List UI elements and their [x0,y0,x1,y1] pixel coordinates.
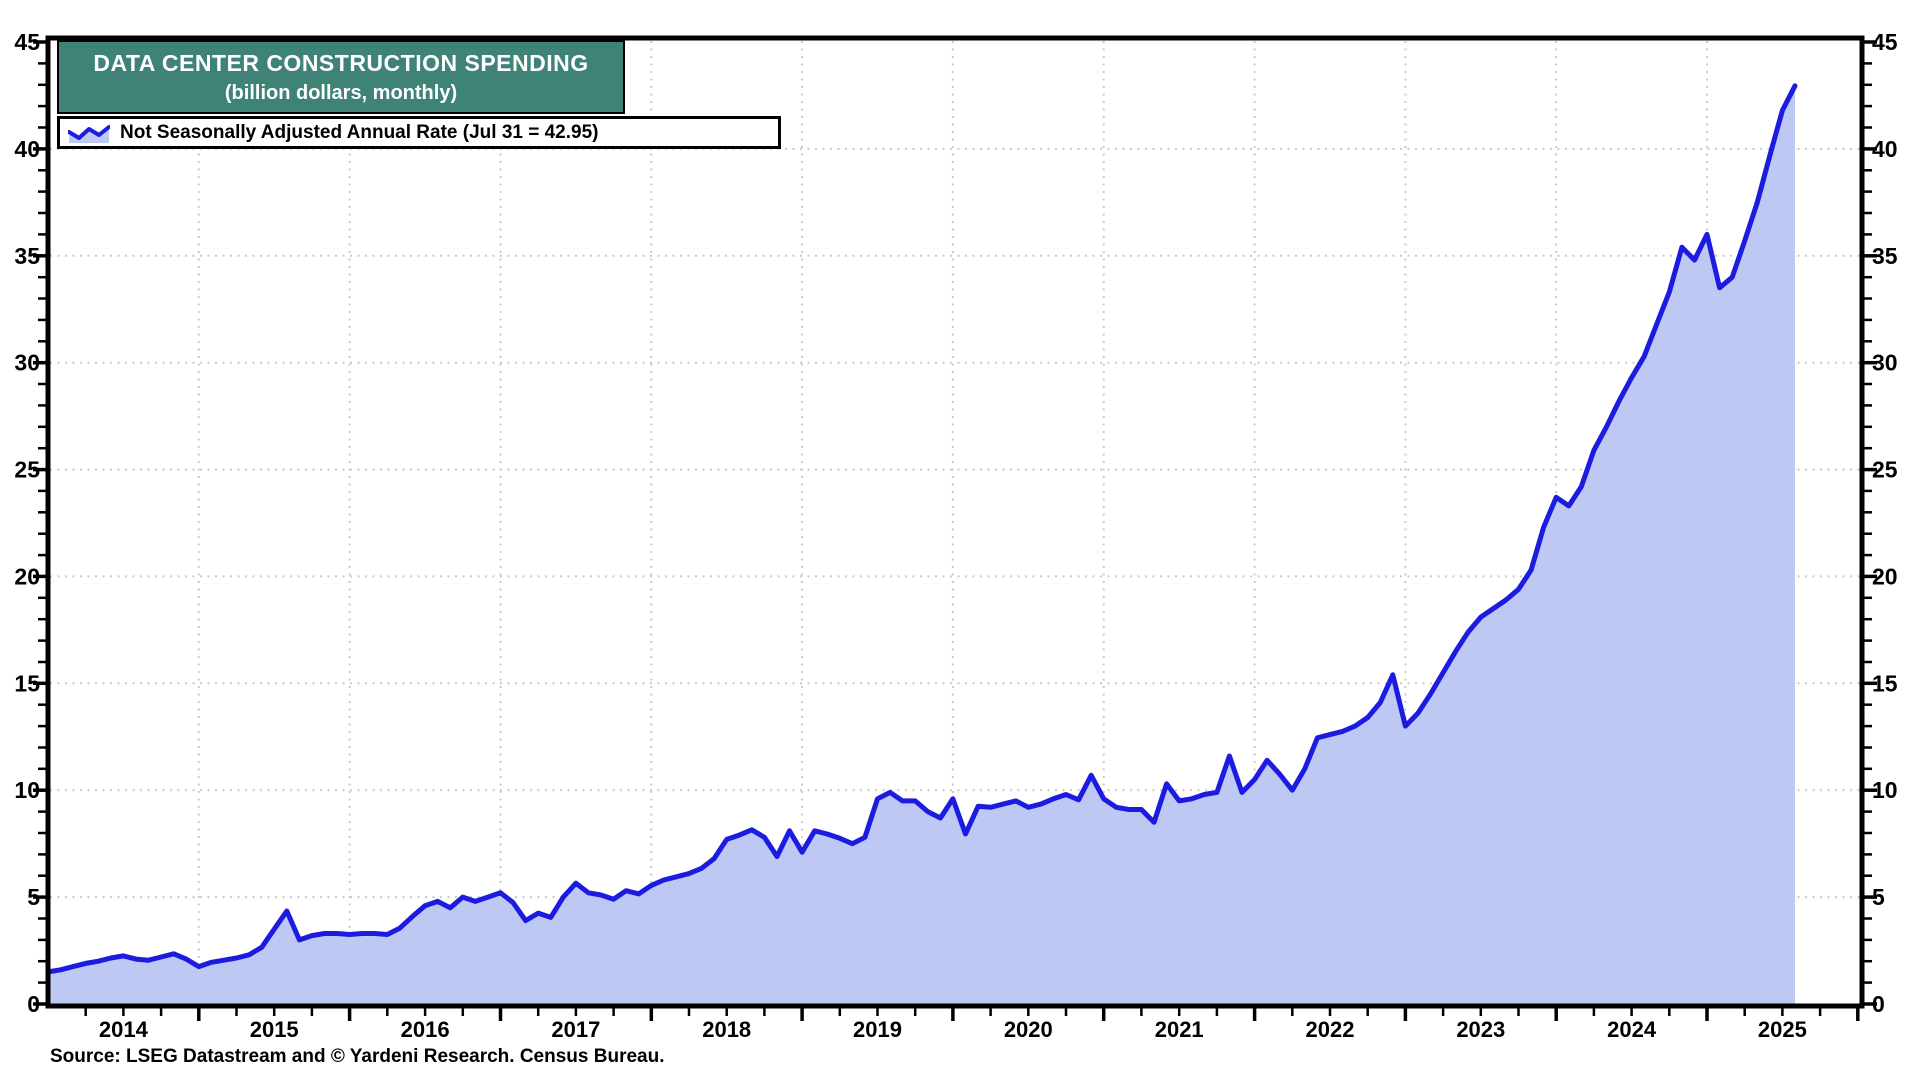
x-axis-year-label: 2018 [702,1017,751,1042]
legend-label: Not Seasonally Adjusted Annual Rate (Jul… [120,121,599,143]
y-axis-tick-label-right: 30 [1872,350,1898,376]
y-axis-tick-label-right: 20 [1872,563,1898,589]
y-axis-tick-label-right: 5 [1872,884,1885,910]
y-axis-tick-label-right: 40 [1872,136,1898,162]
series-area-fill [48,85,1795,1005]
y-axis-tick-label-right: 10 [1872,777,1898,803]
y-axis-tick-label-left: 15 [14,670,40,696]
y-axis-tick-label-right: 25 [1872,457,1898,483]
y-axis-tick-label-left: 25 [14,457,40,483]
x-axis-year-label: 2016 [401,1017,450,1042]
y-axis-tick-label-left: 10 [14,777,40,803]
y-axis-tick-label-right: 35 [1872,243,1898,269]
x-axis-year-label: 2015 [250,1017,299,1042]
chart-title: DATA CENTER CONSTRUCTION SPENDING [93,50,589,76]
x-axis-year-label: 2014 [99,1017,149,1042]
x-axis-year-label: 2017 [551,1017,600,1042]
chart-title-box: DATA CENTER CONSTRUCTION SPENDING (billi… [57,40,625,114]
x-axis-year-label: 2021 [1155,1017,1204,1042]
y-axis-tick-label-right: 0 [1872,991,1885,1017]
y-axis-tick-label-left: 40 [14,136,40,162]
chart-subtitle: (billion dollars, monthly) [224,82,458,104]
series-line [45,83,1798,975]
legend: Not Seasonally Adjusted Annual Rate (Jul… [57,116,781,149]
series-line-swatch-icon [68,124,110,143]
y-axis-tick-label-left: 45 [14,29,40,55]
y-axis-tick-label-left: 35 [14,243,40,269]
source-attribution: Source: LSEG Datastream and © Yardeni Re… [50,1046,665,1067]
x-axis-year-label: 2022 [1306,1017,1355,1042]
y-axis-tick-label-left: 20 [14,563,40,589]
x-axis-year-label: 2020 [1004,1017,1053,1042]
plot-frame [45,35,1865,1009]
x-axis-year-label: 2024 [1607,1017,1657,1042]
x-axis-year-label: 2019 [853,1017,902,1042]
y-axis-tick-label-left: 5 [27,884,40,910]
y-axis-tick-label-left: 30 [14,350,40,376]
x-axis-year-label: 2025 [1758,1017,1807,1042]
y-axis-tick-label-right: 45 [1872,29,1898,55]
x-axis-year-label: 2023 [1456,1017,1505,1042]
y-axis-tick-label-left: 0 [27,991,40,1017]
y-axis-tick-label-right: 15 [1872,670,1898,696]
